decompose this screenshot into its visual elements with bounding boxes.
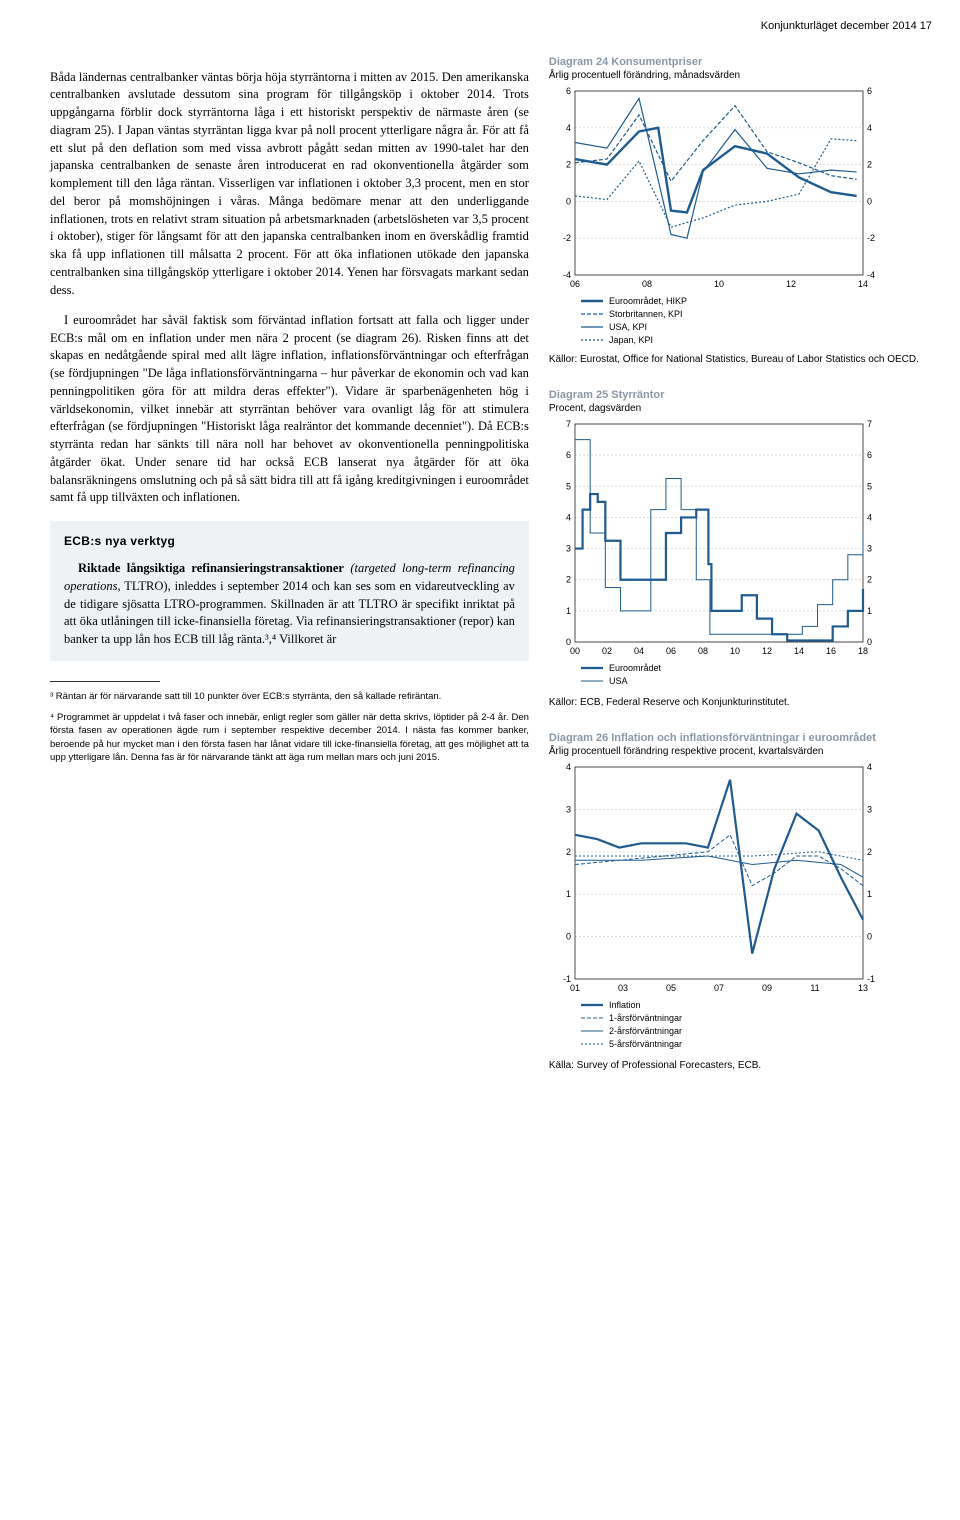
footnote-separator [50, 681, 160, 682]
chart-24: Diagram 24 Konsumentpriser Årlig procent… [549, 56, 932, 365]
box-body: Riktade långsiktiga refinansieringstrans… [64, 560, 515, 649]
svg-text:Storbritannen, KPI: Storbritannen, KPI [609, 309, 683, 319]
chart-24-title: Diagram 24 Konsumentpriser [549, 56, 932, 68]
svg-text:03: 03 [618, 983, 628, 993]
svg-text:Japan, KPI: Japan, KPI [609, 335, 653, 345]
svg-text:4: 4 [867, 762, 872, 772]
svg-text:07: 07 [714, 983, 724, 993]
svg-text:13: 13 [858, 983, 868, 993]
svg-text:14: 14 [794, 646, 804, 656]
chart-26-source: Källa: Survey of Professional Forecaster… [549, 1060, 932, 1071]
chart-26-title: Diagram 26 Inflation och inflationsförvä… [549, 732, 932, 744]
svg-text:09: 09 [762, 983, 772, 993]
chart-26-svg: -1-1001122334401030507091113Inflation1-å… [549, 761, 889, 1051]
svg-text:4: 4 [867, 123, 872, 133]
svg-text:18: 18 [858, 646, 868, 656]
svg-text:-1: -1 [867, 974, 875, 984]
svg-text:4: 4 [566, 512, 571, 522]
svg-text:1: 1 [867, 889, 872, 899]
svg-text:2: 2 [867, 847, 872, 857]
box-lead-after: TLTRO), inleddes i september 2014 och ka… [64, 579, 515, 646]
svg-text:08: 08 [642, 279, 652, 289]
body-p2-text: Trots uppgångarna förblir dock styrränto… [50, 87, 529, 296]
svg-text:2: 2 [867, 160, 872, 170]
chart-25: Diagram 25 Styrräntor Procent, dagsvärde… [549, 389, 932, 708]
body-p1: Båda ländernas centralbanker väntas börj… [50, 69, 529, 300]
svg-text:00: 00 [570, 646, 580, 656]
svg-text:1: 1 [566, 889, 571, 899]
chart-24-svg: -4-4-2-2002244660608101214Euroområdet, H… [549, 85, 889, 345]
svg-text:3: 3 [867, 544, 872, 554]
chart-26: Diagram 26 Inflation och inflationsförvä… [549, 732, 932, 1071]
svg-text:6: 6 [867, 450, 872, 460]
svg-text:USA, KPI: USA, KPI [609, 322, 647, 332]
footnote-3: ³ Räntan är för närvarande satt till 10 … [50, 690, 529, 703]
svg-text:3: 3 [566, 804, 571, 814]
chart-24-sub: Årlig procentuell förändring, månadsvärd… [549, 70, 932, 81]
svg-text:4: 4 [566, 762, 571, 772]
svg-text:4: 4 [566, 123, 571, 133]
svg-text:Euroområdet, HIKP: Euroområdet, HIKP [609, 296, 687, 306]
svg-text:2: 2 [566, 575, 571, 585]
svg-text:0: 0 [566, 196, 571, 206]
svg-text:7: 7 [566, 419, 571, 429]
svg-text:3: 3 [566, 544, 571, 554]
svg-text:14: 14 [858, 279, 868, 289]
body-p3: I euroområdet har såväl faktisk som förv… [50, 312, 529, 507]
main-column: Båda ländernas centralbanker väntas börj… [50, 56, 529, 1095]
svg-text:2-årsförväntningar: 2-årsförväntningar [609, 1026, 682, 1036]
box-lead: Riktade långsiktiga refinansieringstrans… [78, 561, 344, 575]
chart-25-title: Diagram 25 Styrräntor [549, 389, 932, 401]
svg-text:6: 6 [566, 86, 571, 96]
footnote-4: ⁴ Programmet är uppdelat i två faser och… [50, 711, 529, 764]
svg-text:-4: -4 [867, 270, 875, 280]
chart-25-svg: 001122334455667700020406081012141618Euro… [549, 418, 889, 688]
svg-text:0: 0 [867, 196, 872, 206]
svg-text:3: 3 [867, 804, 872, 814]
svg-text:12: 12 [762, 646, 772, 656]
svg-text:01: 01 [570, 983, 580, 993]
info-box: ECB:s nya verktyg Riktade långsiktiga re… [50, 521, 529, 661]
svg-text:5: 5 [566, 481, 571, 491]
svg-text:06: 06 [570, 279, 580, 289]
box-title: ECB:s nya verktyg [64, 533, 515, 550]
svg-text:06: 06 [666, 646, 676, 656]
svg-text:2: 2 [867, 575, 872, 585]
svg-text:08: 08 [698, 646, 708, 656]
svg-text:2: 2 [566, 160, 571, 170]
svg-text:4: 4 [867, 512, 872, 522]
svg-text:1-årsförväntningar: 1-årsförväntningar [609, 1013, 682, 1023]
svg-text:5-årsförväntningar: 5-årsförväntningar [609, 1039, 682, 1049]
svg-text:-2: -2 [867, 233, 875, 243]
svg-text:05: 05 [666, 983, 676, 993]
svg-text:04: 04 [634, 646, 644, 656]
chart-25-source: Källor: ECB, Federal Reserve och Konjunk… [549, 697, 932, 708]
body-p1-text: Båda ländernas centralbanker väntas börj… [50, 70, 529, 102]
svg-text:Euroområdet: Euroområdet [609, 663, 662, 673]
svg-text:6: 6 [566, 450, 571, 460]
svg-text:10: 10 [714, 279, 724, 289]
svg-text:1: 1 [867, 606, 872, 616]
svg-text:-2: -2 [563, 233, 571, 243]
svg-text:0: 0 [566, 932, 571, 942]
svg-text:12: 12 [786, 279, 796, 289]
svg-text:6: 6 [867, 86, 872, 96]
svg-text:10: 10 [730, 646, 740, 656]
svg-text:2: 2 [566, 847, 571, 857]
side-column: Diagram 24 Konsumentpriser Årlig procent… [549, 56, 932, 1095]
svg-text:02: 02 [602, 646, 612, 656]
chart-26-sub: Årlig procentuell förändring respektive … [549, 746, 932, 757]
svg-text:0: 0 [867, 932, 872, 942]
svg-text:11: 11 [810, 983, 819, 993]
svg-text:5: 5 [867, 481, 872, 491]
svg-text:1: 1 [566, 606, 571, 616]
chart-25-sub: Procent, dagsvärden [549, 403, 932, 414]
svg-text:16: 16 [826, 646, 836, 656]
chart-24-source: Källor: Eurostat, Office for National St… [549, 354, 932, 365]
page-header: Konjunkturläget december 2014 17 [50, 20, 932, 32]
svg-text:USA: USA [609, 676, 628, 686]
svg-text:Inflation: Inflation [609, 1000, 641, 1010]
svg-text:7: 7 [867, 419, 872, 429]
